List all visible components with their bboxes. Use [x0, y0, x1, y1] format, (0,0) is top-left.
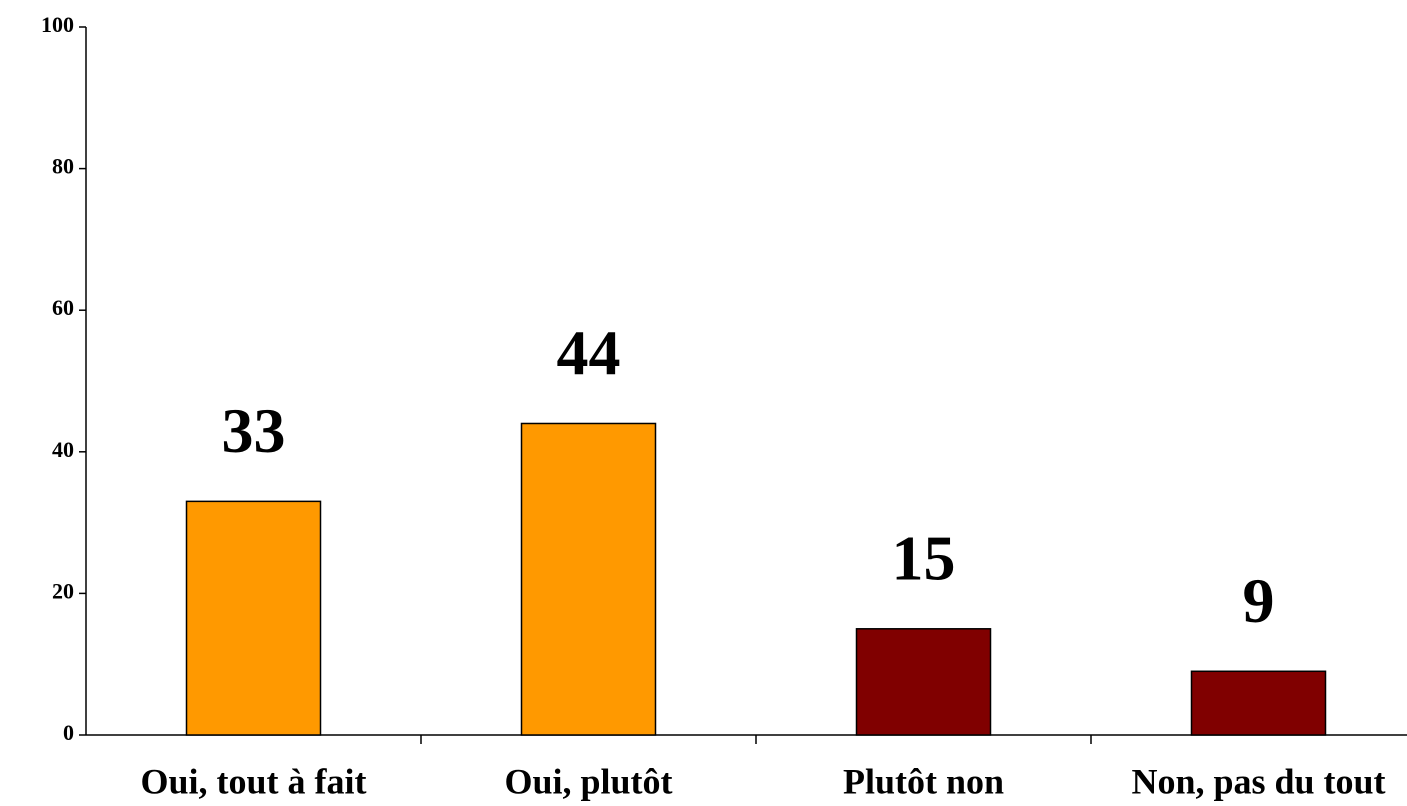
- bar: [185, 500, 322, 736]
- y-tick-label: 60: [52, 295, 74, 320]
- y-tick-label: 20: [52, 578, 74, 603]
- x-tick-label: Oui, tout à fait: [140, 761, 366, 801]
- y-tick-label: 100: [41, 12, 74, 37]
- data-label: 15: [892, 522, 956, 593]
- x-tick-label: Non, pas du tout: [1131, 761, 1385, 801]
- data-label: 33: [222, 395, 286, 466]
- bar: [855, 628, 992, 736]
- bar: [1190, 670, 1327, 736]
- data-label: 9: [1243, 565, 1275, 636]
- y-tick-label: 40: [52, 437, 74, 462]
- data-label: 44: [557, 317, 621, 388]
- x-tick-label: Oui, plutôt: [504, 761, 672, 801]
- y-tick-label: 80: [52, 154, 74, 179]
- y-tick-label: 0: [63, 720, 74, 745]
- x-tick-label: Plutôt non: [843, 761, 1004, 801]
- bar: [520, 422, 657, 736]
